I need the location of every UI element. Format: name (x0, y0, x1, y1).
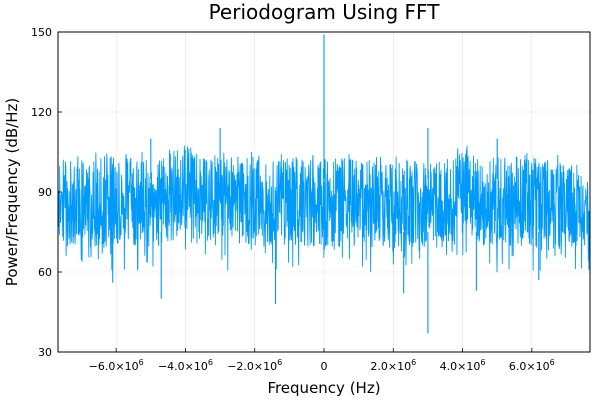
x-tick-label: 4.0×106 (440, 358, 486, 373)
series-line (57, 145, 591, 273)
x-tick-label: 0 (321, 360, 328, 373)
x-tick-labels: −6.0×106 −4.0×106 −2.0×106 0 2.0×106 4.0×106 6… (89, 348, 555, 373)
x-tick-label: −2.0×106 (227, 358, 282, 373)
y-tick-label: 150 (31, 26, 52, 39)
data-layer (57, 34, 591, 334)
x-tick-label: 2.0×106 (370, 358, 416, 373)
y-tick-labels: 30 60 90 120 150 (31, 26, 62, 359)
x-tick-label: −4.0×106 (158, 358, 213, 373)
y-tick-label: 120 (31, 106, 52, 119)
x-tick-label: −6.0×106 (89, 358, 144, 373)
y-axis-label: Power/Frequency (dB/Hz) (3, 98, 21, 286)
x-tick-label: 6.0×106 (509, 358, 555, 373)
y-tick-label: 30 (38, 346, 52, 359)
y-tick-label: 90 (38, 186, 52, 199)
x-axis-label: Frequency (Hz) (267, 379, 380, 397)
chart-title: Periodogram Using FFT (209, 0, 441, 24)
y-tick-label: 60 (38, 266, 52, 279)
